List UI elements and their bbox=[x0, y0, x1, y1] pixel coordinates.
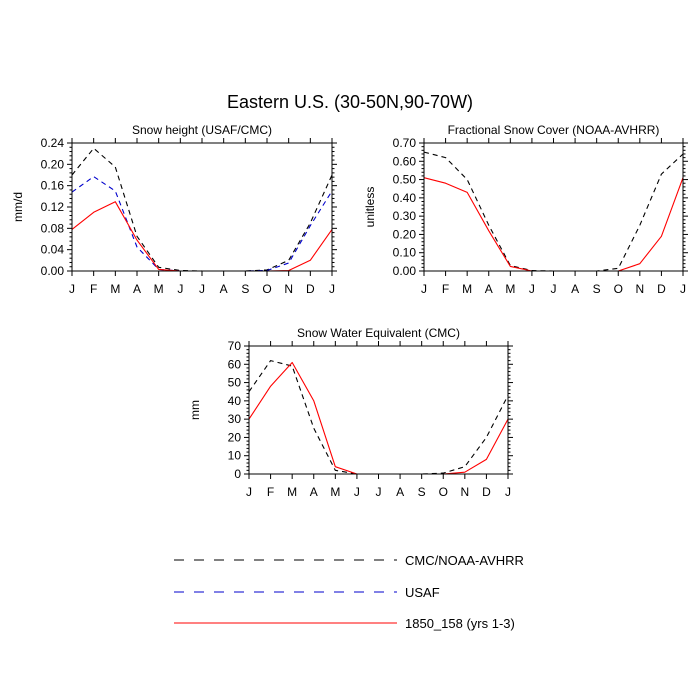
fractional-snow-cover-xtick-label: A bbox=[485, 282, 493, 296]
snow-water-equivalent-xtick-label: J bbox=[354, 485, 360, 499]
snow-height-ytick-label: 0.24 bbox=[41, 136, 65, 150]
snow-water-equivalent-series-cmc-noaa-avhrr bbox=[248, 360, 509, 475]
fractional-snow-cover-series-cmc-noaa-avhrr bbox=[423, 151, 684, 272]
snow-height-xtick-label: O bbox=[262, 282, 271, 296]
fractional-snow-cover-xtick-label: J bbox=[421, 282, 427, 296]
snow-height-series-usaf bbox=[71, 176, 333, 272]
fractional-snow-cover-ytick-label: 0.50 bbox=[393, 173, 417, 187]
fractional-snow-cover-xtick-label: J bbox=[680, 282, 686, 296]
snow-water-equivalent-ytick-label: 10 bbox=[228, 449, 242, 463]
legend-label-usaf: USAF bbox=[405, 585, 440, 600]
snow-height-xtick-label: J bbox=[199, 282, 205, 296]
snow-height-series-cmc-noaa-avhrr bbox=[71, 147, 333, 272]
snow-water-equivalent-ytick-label: 40 bbox=[228, 394, 242, 408]
snow-water-equivalent-xtick-label: A bbox=[310, 485, 318, 499]
snow-height-ytick-label: 0.20 bbox=[41, 157, 65, 171]
snow-water-equivalent-panel: Snow Water Equivalent (CMC) mm 0 10 20 30 40 50… bbox=[188, 326, 513, 499]
fractional-snow-cover-xtick-label: F bbox=[442, 282, 449, 296]
snow-height-panel: Snow height (USAF/CMC) mm/d 0.00 0.04 0.08 0.… bbox=[11, 123, 337, 296]
fractional-snow-cover-xtick-label: M bbox=[462, 282, 472, 296]
fractional-snow-cover-ytick-label: 0.00 bbox=[393, 264, 417, 278]
legend-label-model: 1850_158 (yrs 1-3) bbox=[405, 616, 515, 631]
snow-water-equivalent-xtick-label: A bbox=[396, 485, 404, 499]
fractional-snow-cover-xtick-label: J bbox=[551, 282, 557, 296]
fractional-snow-cover-ytick-label: 0.40 bbox=[393, 191, 417, 205]
snow-height-ytick-label: 0.04 bbox=[41, 243, 65, 257]
snow-water-equivalent-xtick-label: M bbox=[330, 485, 340, 499]
snow-water-equivalent-xtick-label: M bbox=[287, 485, 297, 499]
legend-entry-usaf: USAF bbox=[174, 585, 440, 600]
fractional-snow-cover-xtick-label: O bbox=[614, 282, 623, 296]
fractional-snow-cover-panel: Fractional Snow Cover (NOAA-AVHRR) unitle… bbox=[363, 123, 688, 296]
snow-height-xtick-label: J bbox=[177, 282, 183, 296]
snow-height-xtick-label: S bbox=[241, 282, 249, 296]
fractional-snow-cover-xtick-label: N bbox=[635, 282, 644, 296]
fractional-snow-cover-title: Fractional Snow Cover (NOAA-AVHRR) bbox=[448, 123, 660, 137]
fractional-snow-cover-ylabel: unitless bbox=[363, 187, 377, 228]
snow-water-equivalent-ytick-label: 50 bbox=[228, 376, 242, 390]
snow-water-equivalent-xtick-label: F bbox=[267, 485, 274, 499]
legend-entry-model: 1850_158 (yrs 1-3) bbox=[174, 616, 515, 631]
legend: CMC/NOAA-AVHRR USAF 1850_158 (yrs 1-3) bbox=[174, 553, 524, 631]
fractional-snow-cover-xtick-label: J bbox=[529, 282, 535, 296]
snow-height-xtick-label: N bbox=[284, 282, 293, 296]
snow-height-ytick-label: 0.16 bbox=[41, 179, 65, 193]
snow-water-equivalent-xtick-label: O bbox=[439, 485, 448, 499]
snow-water-equivalent-series-model bbox=[248, 361, 509, 475]
snow-height-xtick-label: J bbox=[69, 282, 75, 296]
fractional-snow-cover-xtick-label: A bbox=[571, 282, 579, 296]
fractional-snow-cover-xtick-label: D bbox=[657, 282, 666, 296]
snow-water-equivalent-xtick-label: D bbox=[482, 485, 491, 499]
fractional-snow-cover-series-model bbox=[423, 177, 684, 272]
snow-water-equivalent-ytick-label: 20 bbox=[228, 430, 242, 444]
snow-height-xtick-label: D bbox=[306, 282, 315, 296]
snow-height-xtick-label: M bbox=[110, 282, 120, 296]
fractional-snow-cover-ytick-label: 0.60 bbox=[393, 154, 417, 168]
snow-water-equivalent-xtick-label: J bbox=[505, 485, 511, 499]
snow-water-equivalent-xtick-label: N bbox=[460, 485, 469, 499]
snow-water-equivalent-ytick-label: 70 bbox=[228, 339, 242, 353]
snow-height-ytick-label: 0.08 bbox=[41, 221, 65, 235]
snow-water-equivalent-ylabel: mm bbox=[188, 400, 202, 420]
snow-height-plot-frame bbox=[71, 142, 333, 272]
snow-water-equivalent-xtick-label: J bbox=[246, 485, 252, 499]
snow-water-equivalent-ytick-label: 0 bbox=[234, 467, 241, 481]
legend-entry-cmc-noaa-avhrr: CMC/NOAA-AVHRR bbox=[174, 553, 524, 568]
snow-water-equivalent-xtick-label: S bbox=[418, 485, 426, 499]
snow-height-xtick-label: J bbox=[329, 282, 335, 296]
fractional-snow-cover-xtick-label: M bbox=[505, 282, 515, 296]
fractional-snow-cover-ytick-label: 0.70 bbox=[393, 136, 417, 150]
fractional-snow-cover-xtick-label: S bbox=[593, 282, 601, 296]
snow-water-equivalent-ytick-label: 30 bbox=[228, 412, 242, 426]
snow-height-xtick-label: A bbox=[220, 282, 228, 296]
fractional-snow-cover-plot-frame bbox=[423, 142, 684, 272]
fractional-snow-cover-ytick-label: 0.10 bbox=[393, 246, 417, 260]
snow-height-ylabel: mm/d bbox=[11, 192, 25, 222]
figure-title: Eastern U.S. (30-50N,90-70W) bbox=[227, 92, 473, 112]
snow-height-title: Snow height (USAF/CMC) bbox=[132, 123, 272, 137]
snow-water-equivalent-plot-frame bbox=[248, 345, 509, 475]
fractional-snow-cover-ytick-label: 0.30 bbox=[393, 209, 417, 223]
snow-water-equivalent-xtick-label: J bbox=[376, 485, 382, 499]
snow-height-xtick-label: M bbox=[154, 282, 164, 296]
snow-water-equivalent-title: Snow Water Equivalent (CMC) bbox=[297, 326, 460, 340]
snow-height-ytick-label: 0.12 bbox=[41, 200, 65, 214]
snow-height-series-model bbox=[71, 201, 333, 272]
snow-water-equivalent-ytick-label: 60 bbox=[228, 357, 242, 371]
snow-height-xtick-label: F bbox=[90, 282, 97, 296]
snow-height-xtick-label: A bbox=[133, 282, 141, 296]
legend-label-cmc-noaa-avhrr: CMC/NOAA-AVHRR bbox=[405, 553, 524, 568]
fractional-snow-cover-ytick-label: 0.20 bbox=[393, 227, 417, 241]
snow-height-ytick-label: 0.00 bbox=[41, 264, 65, 278]
